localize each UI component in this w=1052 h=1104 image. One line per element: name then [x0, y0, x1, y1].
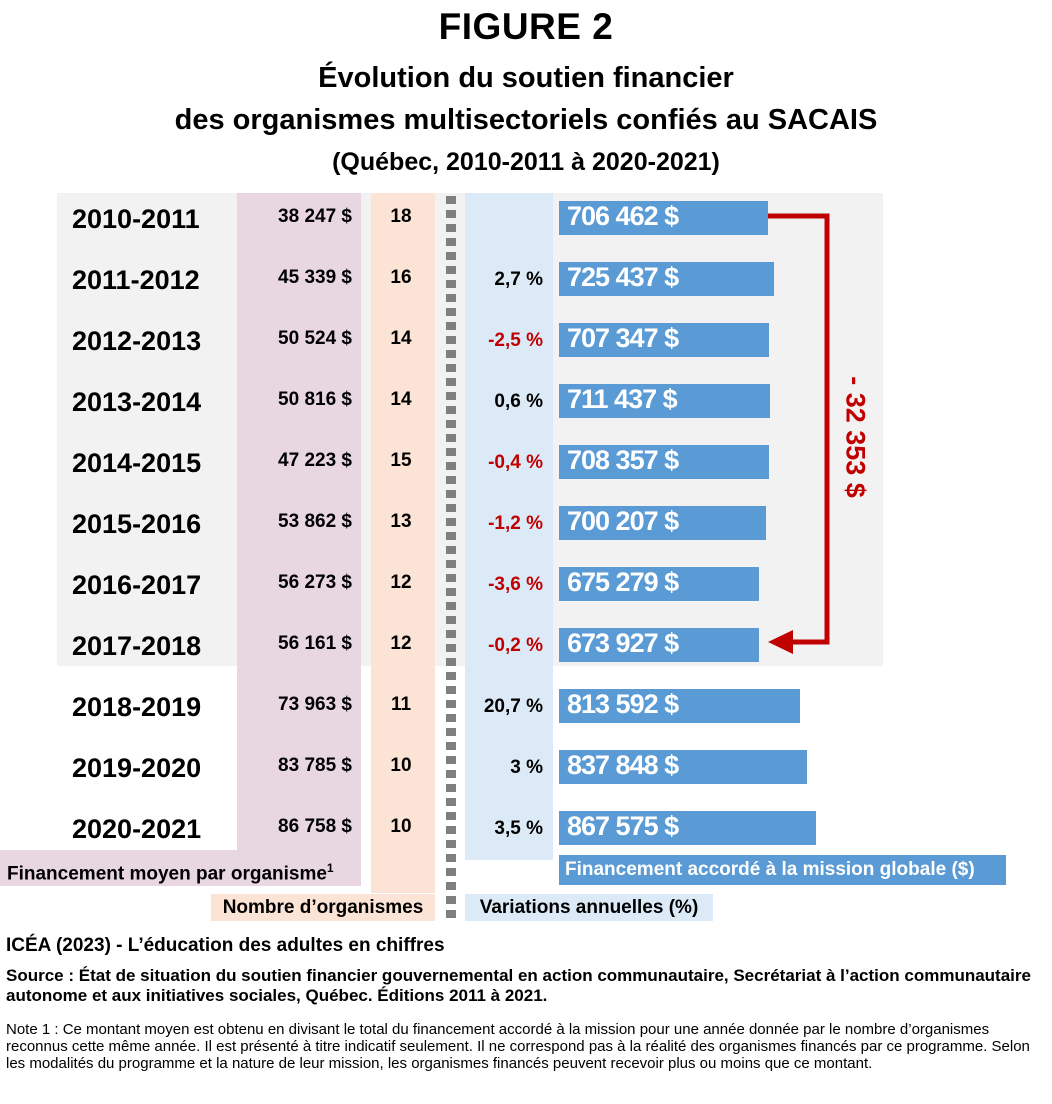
average-funding-value: 45 339 $ [278, 267, 352, 288]
average-funding-value: 38 247 $ [278, 206, 352, 227]
year-label: 2010-2011 [72, 204, 200, 234]
organizations-value: 10 [390, 755, 412, 776]
year-label: 2017-2018 [72, 631, 202, 661]
note-text: Note 1 : Ce montant moyen est obtenu en … [6, 1021, 1030, 1072]
annual-variation-value: -1,2 % [488, 513, 543, 534]
average-funding-value: 86 758 $ [278, 816, 352, 837]
year-label: 2011-2012 [72, 265, 200, 295]
organizations-value: 16 [390, 267, 412, 288]
annual-variation-value: 20,7 % [483, 696, 543, 717]
year-label: 2016-2017 [72, 570, 202, 600]
organizations-value: 10 [390, 816, 412, 837]
annual-variation-value: -0,4 % [488, 452, 543, 473]
funding-bar [559, 689, 800, 723]
annual-variation-value: 3,5 % [494, 818, 543, 839]
legend-annual-variation: Variations annuelles (%) [465, 894, 713, 921]
funding-bar [559, 323, 769, 357]
annual-variation-value: -2,5 % [488, 330, 543, 351]
annual-variation-column [465, 193, 553, 860]
source-text: Source : État de situation du soutien fi… [6, 966, 1031, 1005]
average-funding-value: 56 161 $ [278, 633, 352, 654]
funding-bar [559, 628, 759, 662]
legend-average-note-marker: 1 [326, 861, 334, 875]
organizations-value: 15 [390, 450, 412, 471]
average-funding-value: 56 273 $ [278, 572, 352, 593]
chart-title-line2: des organismes multisectoriels confiés a… [174, 104, 878, 136]
funding-bar [559, 262, 774, 296]
funding-bar-label: 708 357 $ [567, 445, 679, 475]
year-label: 2019-2020 [72, 753, 202, 783]
legend-average-funding: Financement moyen par organisme1 [0, 850, 361, 886]
funding-bar [559, 384, 770, 418]
funding-bar-label: 837 848 $ [567, 750, 679, 780]
difference-label: - 32 353 $ [840, 376, 871, 498]
dashed-separator [446, 196, 456, 920]
average-funding-value: 50 524 $ [278, 328, 352, 349]
funding-bar-label: 673 927 $ [567, 628, 679, 658]
funding-bar-label: 707 347 $ [567, 323, 679, 353]
difference-arrow-line [768, 213, 830, 645]
year-label: 2018-2019 [72, 692, 202, 722]
funding-bar-label: 813 592 $ [567, 689, 679, 719]
funding-bar-label: 711 437 $ [567, 384, 678, 414]
legend-funding: Financement accordé à la mission globale… [559, 855, 1006, 885]
legend-average-label: Financement moyen par organisme [7, 863, 327, 885]
annual-variation-value: 3 % [510, 757, 543, 778]
organizations-value: 13 [390, 511, 412, 532]
average-funding-column [237, 193, 361, 860]
difference-label-box: - 32 353 $ [835, 362, 875, 512]
annual-variation-value: 0,6 % [494, 391, 543, 412]
legend-organizations: Nombre d’organismes [211, 894, 435, 921]
organizations-value: 12 [390, 633, 412, 654]
organizations-value: 11 [390, 694, 412, 715]
funding-bar-label: 700 207 $ [567, 506, 679, 536]
funding-bar-label: 725 437 $ [567, 262, 679, 292]
funding-bar [559, 506, 766, 540]
year-label: 2013-2014 [72, 387, 202, 417]
organizations-value: 18 [390, 206, 412, 227]
annual-variation-value: -0,2 % [488, 635, 543, 656]
difference-arrow-head [768, 630, 793, 654]
funding-bar-label: 867 575 $ [567, 811, 679, 841]
year-label: 2012-2013 [72, 326, 202, 356]
average-funding-value: 83 785 $ [278, 755, 352, 776]
annual-variation-value: -3,6 % [488, 574, 543, 595]
organizations-value: 12 [390, 572, 412, 593]
year-label: 2020-2021 [72, 814, 202, 844]
average-funding-value: 73 963 $ [278, 694, 352, 715]
year-label: 2014-2015 [72, 448, 202, 478]
organizations-value: 14 [390, 389, 412, 410]
funding-bar [559, 811, 816, 845]
average-funding-value: 47 223 $ [278, 450, 352, 471]
average-funding-value: 50 816 $ [278, 389, 352, 410]
chart-subtitle: (Québec, 2010-2011 à 2020-2021) [332, 148, 720, 176]
funding-bar [559, 567, 759, 601]
organizations-value: 14 [390, 328, 412, 349]
funding-bar-label: 706 462 $ [567, 201, 679, 231]
funding-bar-label: 675 279 $ [567, 567, 679, 597]
credit-line: ICÉA (2023) - L’éducation des adultes en… [6, 935, 445, 956]
chart-title-line1: Évolution du soutien financier [318, 62, 734, 94]
funding-bar [559, 445, 769, 479]
funding-bar [559, 750, 807, 784]
average-funding-value: 53 862 $ [278, 511, 352, 532]
figure-label: FIGURE 2 [438, 6, 614, 47]
annual-variation-value: 2,7 % [494, 269, 543, 290]
organizations-column [371, 193, 435, 893]
funding-bar [559, 201, 768, 235]
year-label: 2015-2016 [72, 509, 202, 539]
